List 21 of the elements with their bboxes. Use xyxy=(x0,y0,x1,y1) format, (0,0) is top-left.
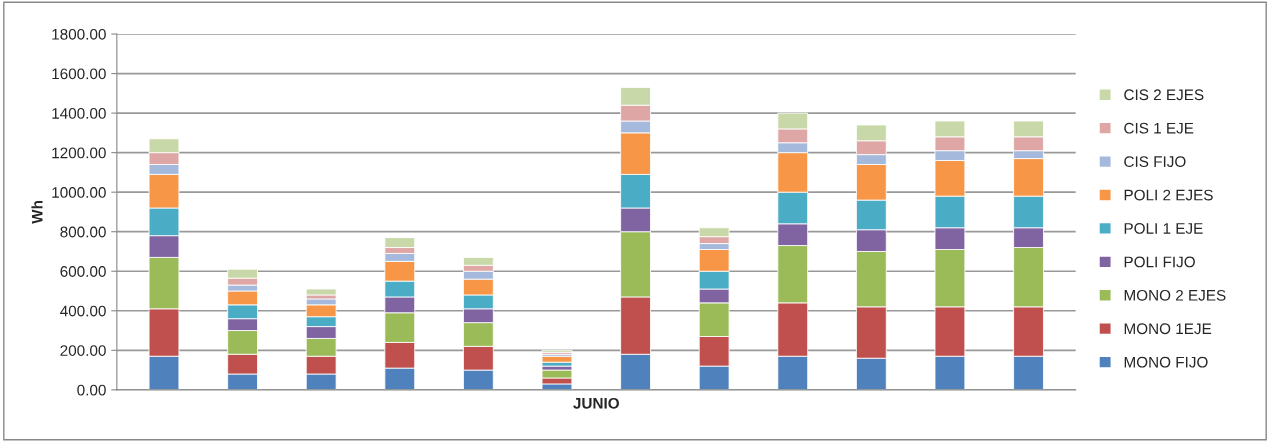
legend-label: POLI 1 EJE xyxy=(1124,223,1203,234)
legend-label: MONO 2 EJES xyxy=(1124,289,1226,301)
y-tick-label: 400.00 xyxy=(60,305,106,317)
y-tick-label: 1200.00 xyxy=(52,147,106,159)
legend-label: POLI 2 EJES xyxy=(1124,189,1213,201)
y-tick-label: 600.00 xyxy=(60,266,106,277)
y-tick-label: 200.00 xyxy=(60,345,106,356)
legend-label: POLI FIJO xyxy=(1124,256,1195,268)
x-axis-title: JUNIO xyxy=(573,397,619,409)
legend-label: MONO 1EJE xyxy=(1124,323,1212,335)
legend-label: MONO FIJO xyxy=(1124,356,1208,368)
y-tick-label: 1400.00 xyxy=(52,107,106,119)
y-tick-label: 800.00 xyxy=(60,226,106,238)
y-tick-label: 1800.00 xyxy=(52,28,106,40)
legend-label: CIS 2 EJES xyxy=(1124,89,1204,101)
y-tick-label: 1000.00 xyxy=(52,187,106,198)
legend-label: CIS FIJO xyxy=(1124,156,1186,168)
y-tick-label: 0.00 xyxy=(77,384,106,396)
legend-label: CIS 1 EJE xyxy=(1124,122,1194,134)
y-tick-label: 1600.00 xyxy=(52,68,106,80)
y-axis-title: Wh xyxy=(31,201,43,224)
